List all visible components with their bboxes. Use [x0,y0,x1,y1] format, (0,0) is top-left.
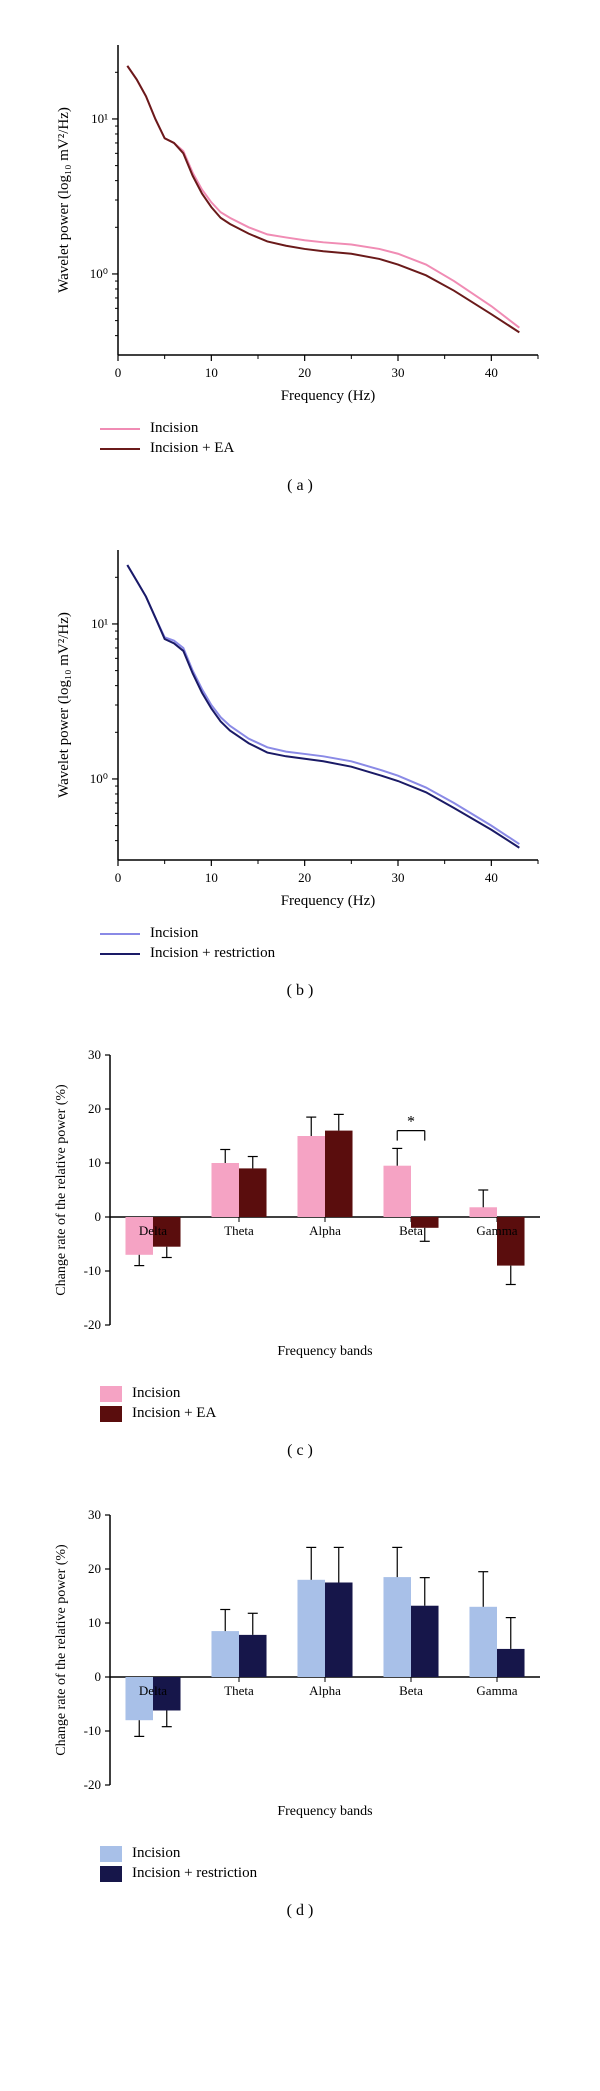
legend-a: Incision Incision + EA [100,420,560,457]
svg-text:Gamma: Gamma [476,1223,517,1238]
svg-text:0: 0 [95,1669,102,1684]
svg-text:10¹: 10¹ [91,616,108,631]
panel-label-c: ( c ) [40,1442,560,1460]
svg-text:10⁰: 10⁰ [89,771,107,786]
panel-label-b: ( b ) [40,982,560,1000]
svg-text:Frequency (Hz): Frequency (Hz) [280,893,375,909]
svg-text:Wavelet power (log₁₀ mV²/Hz): Wavelet power (log₁₀ mV²/Hz) [56,107,72,293]
legend-item: Incision + EA [100,1405,560,1422]
legend-label: Incision [132,1845,180,1862]
svg-text:Alpha: Alpha [309,1683,341,1698]
svg-text:-20: -20 [84,1317,101,1332]
svg-text:10: 10 [204,870,217,885]
svg-text:40: 40 [484,365,497,380]
svg-text:30: 30 [391,870,404,885]
panel-label-d: ( d ) [40,1902,560,1920]
legend-label: Incision [150,420,198,437]
line-chart-b: 10⁰ 10¹ 0 10 20 30 40 Frequency (Hz) Wavelet pow… [40,535,560,915]
svg-text:Frequency bands: Frequency bands [277,1344,372,1359]
svg-text:Theta: Theta [224,1683,254,1698]
svg-text:Gamma: Gamma [476,1683,517,1698]
svg-text:Beta: Beta [399,1223,423,1238]
svg-text:10: 10 [88,1615,101,1630]
legend-item: Incision [100,420,560,437]
panel-d: -20 -10 0 10 20 30 Delta Theta Alpha Beta Gamma Fre… [40,1500,560,1920]
svg-text:Alpha: Alpha [309,1223,341,1238]
svg-text:0: 0 [95,1209,102,1224]
legend-item: Incision [100,1385,560,1402]
legend-label: Incision + EA [132,1405,216,1422]
bar-chart-d: -20 -10 0 10 20 30 Delta Theta Alpha Beta Gamma Fre… [40,1500,560,1835]
svg-text:Change rate of the relative po: Change rate of the relative power (%) [54,1084,69,1296]
svg-text:Frequency bands: Frequency bands [277,1804,372,1819]
legend-item: Incision + restriction [100,1865,560,1882]
svg-text:Theta: Theta [224,1223,254,1238]
line-chart-a: 10⁰ 10¹ 0 10 20 30 40 Frequency (Hz) Wavelet pow… [40,30,560,410]
svg-text:20: 20 [298,365,311,380]
legend-label: Incision + restriction [132,1865,257,1882]
panel-label-a: ( a ) [40,477,560,495]
svg-text:40: 40 [484,870,497,885]
svg-text:20: 20 [298,870,311,885]
svg-text:30: 30 [88,1047,101,1062]
legend-d: Incision Incision + restriction [100,1845,560,1882]
legend-item: Incision + restriction [100,945,560,962]
legend-label: Incision + EA [150,440,234,457]
svg-text:10¹: 10¹ [91,111,108,126]
legend-label: Incision [132,1385,180,1402]
svg-text:-10: -10 [84,1263,101,1278]
svg-text:Change rate of the relative po: Change rate of the relative power (%) [54,1544,69,1756]
svg-text:-20: -20 [84,1777,101,1792]
legend-item: Incision [100,1845,560,1862]
svg-text:30: 30 [391,365,404,380]
svg-text:20: 20 [88,1101,101,1116]
svg-text:Delta: Delta [139,1683,167,1698]
bar-chart-c: -20 -10 0 10 20 30 Delta Theta Alpha Beta Gamma * Fr… [40,1040,560,1375]
legend-item: Incision [100,925,560,942]
legend-c: Incision Incision + EA [100,1385,560,1422]
svg-text:Delta: Delta [139,1223,167,1238]
svg-text:10: 10 [204,365,217,380]
legend-item: Incision + EA [100,440,560,457]
svg-text:Beta: Beta [399,1683,423,1698]
legend-b: Incision Incision + restriction [100,925,560,962]
svg-text:30: 30 [88,1507,101,1522]
svg-text:0: 0 [114,365,121,380]
svg-text:0: 0 [114,870,121,885]
svg-text:Frequency (Hz): Frequency (Hz) [280,388,375,404]
legend-label: Incision [150,925,198,942]
panel-b: 10⁰ 10¹ 0 10 20 30 40 Frequency (Hz) Wavelet pow… [40,535,560,1000]
svg-text:*: * [407,1114,415,1131]
panel-a: 10⁰ 10¹ 0 10 20 30 40 Frequency (Hz) Wavelet pow… [40,30,560,495]
svg-text:10: 10 [88,1155,101,1170]
panel-c: -20 -10 0 10 20 30 Delta Theta Alpha Beta Gamma * Fr… [40,1040,560,1460]
legend-label: Incision + restriction [150,945,275,962]
svg-text:10⁰: 10⁰ [89,266,107,281]
svg-text:20: 20 [88,1561,101,1576]
svg-text:Wavelet power (log₁₀ mV²/Hz): Wavelet power (log₁₀ mV²/Hz) [56,612,72,798]
svg-text:-10: -10 [84,1723,101,1738]
